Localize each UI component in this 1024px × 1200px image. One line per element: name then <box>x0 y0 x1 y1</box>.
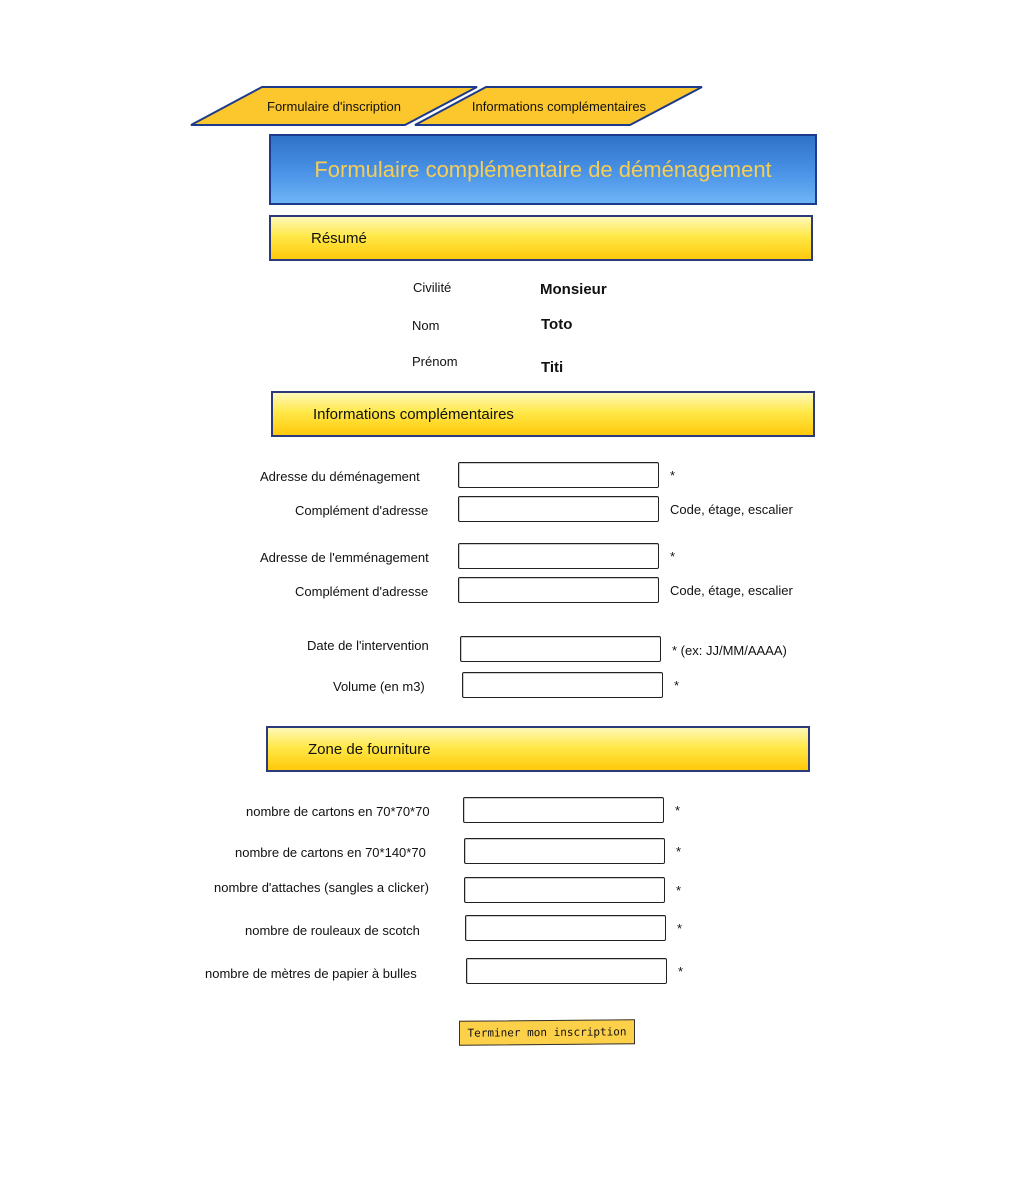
required-marker: * <box>670 549 676 564</box>
field-label: Volume (en m3) <box>333 679 425 694</box>
date-intervention-input[interactable] <box>460 636 661 662</box>
tab-label: Informations complémentaires <box>471 98 647 114</box>
submit-button[interactable]: Terminer mon inscription <box>459 1019 635 1046</box>
required-marker: * <box>677 921 683 936</box>
section-header-informations: Informations complémentaires <box>271 391 815 437</box>
required-marker: * <box>674 678 680 693</box>
summary-value-prenom: Titi <box>541 359 564 376</box>
required-marker: * <box>670 468 676 483</box>
field-label: nombre de cartons en 70*70*70 <box>246 804 430 819</box>
complement-adresse-emmenagement-input[interactable] <box>458 577 659 603</box>
rouleaux-scotch-input[interactable] <box>465 915 666 941</box>
tab-informations-complementaires[interactable]: Informations complémentaires <box>414 86 704 126</box>
cartons-70-70-70-input[interactable] <box>463 797 664 823</box>
section-title: Informations complémentaires <box>313 405 514 423</box>
required-marker: * <box>676 844 682 859</box>
adresse-demenagement-input[interactable] <box>458 462 659 488</box>
field-label: Adresse de l'emménagement <box>260 550 429 565</box>
complement-adresse-demenagement-input[interactable] <box>458 496 659 522</box>
field-label: Date de l'intervention <box>307 638 429 653</box>
field-hint: * (ex: JJ/MM/AAAA) <box>672 643 787 658</box>
field-label: Complément d'adresse <box>295 503 429 518</box>
tab-label: Formulaire d'inscription <box>267 98 401 114</box>
section-header-fourniture: Zone de fourniture <box>266 726 810 772</box>
summary-value-nom: Toto <box>541 316 573 333</box>
field-hint: Code, étage, escalier <box>670 583 793 598</box>
cartons-70-140-70-input[interactable] <box>464 838 665 864</box>
summary-label-nom: Nom <box>412 318 440 333</box>
tab-shape <box>414 86 703 126</box>
page-title: Formulaire complémentaire de déménagemen… <box>314 156 772 182</box>
field-label: nombre de rouleaux de scotch <box>245 923 420 938</box>
field-label: nombre de cartons en 70*140*70 <box>235 845 426 860</box>
field-hint: Code, étage, escalier <box>670 502 793 517</box>
tab-shape <box>190 86 478 126</box>
field-label: Adresse du déménagement <box>260 469 420 484</box>
section-header-resume: Résumé <box>269 215 813 261</box>
tab-formulaire-inscription[interactable]: Formulaire d'inscription <box>190 86 478 126</box>
papier-bulles-input[interactable] <box>466 958 667 984</box>
field-label: nombre de mètres de papier à bulles <box>205 966 417 981</box>
required-marker: * <box>675 803 681 818</box>
summary-label-prenom: Prénom <box>412 354 458 369</box>
section-title: Résumé <box>311 229 367 247</box>
field-label: Complément d'adresse <box>295 584 429 599</box>
volume-input[interactable] <box>462 672 663 698</box>
required-marker: * <box>676 883 682 898</box>
required-marker: * <box>678 964 684 979</box>
section-title: Zone de fourniture <box>308 740 431 758</box>
field-label: nombre d'attaches (sangles a clicker) <box>214 880 429 895</box>
summary-label-civilite: Civilité <box>413 280 452 295</box>
attaches-input[interactable] <box>464 877 665 903</box>
summary-value-civilite: Monsieur <box>540 281 607 298</box>
adresse-emmenagement-input[interactable] <box>458 543 659 569</box>
submit-button-label: Terminer mon inscription <box>467 1025 627 1040</box>
page-title-banner: Formulaire complémentaire de déménagemen… <box>269 134 817 205</box>
